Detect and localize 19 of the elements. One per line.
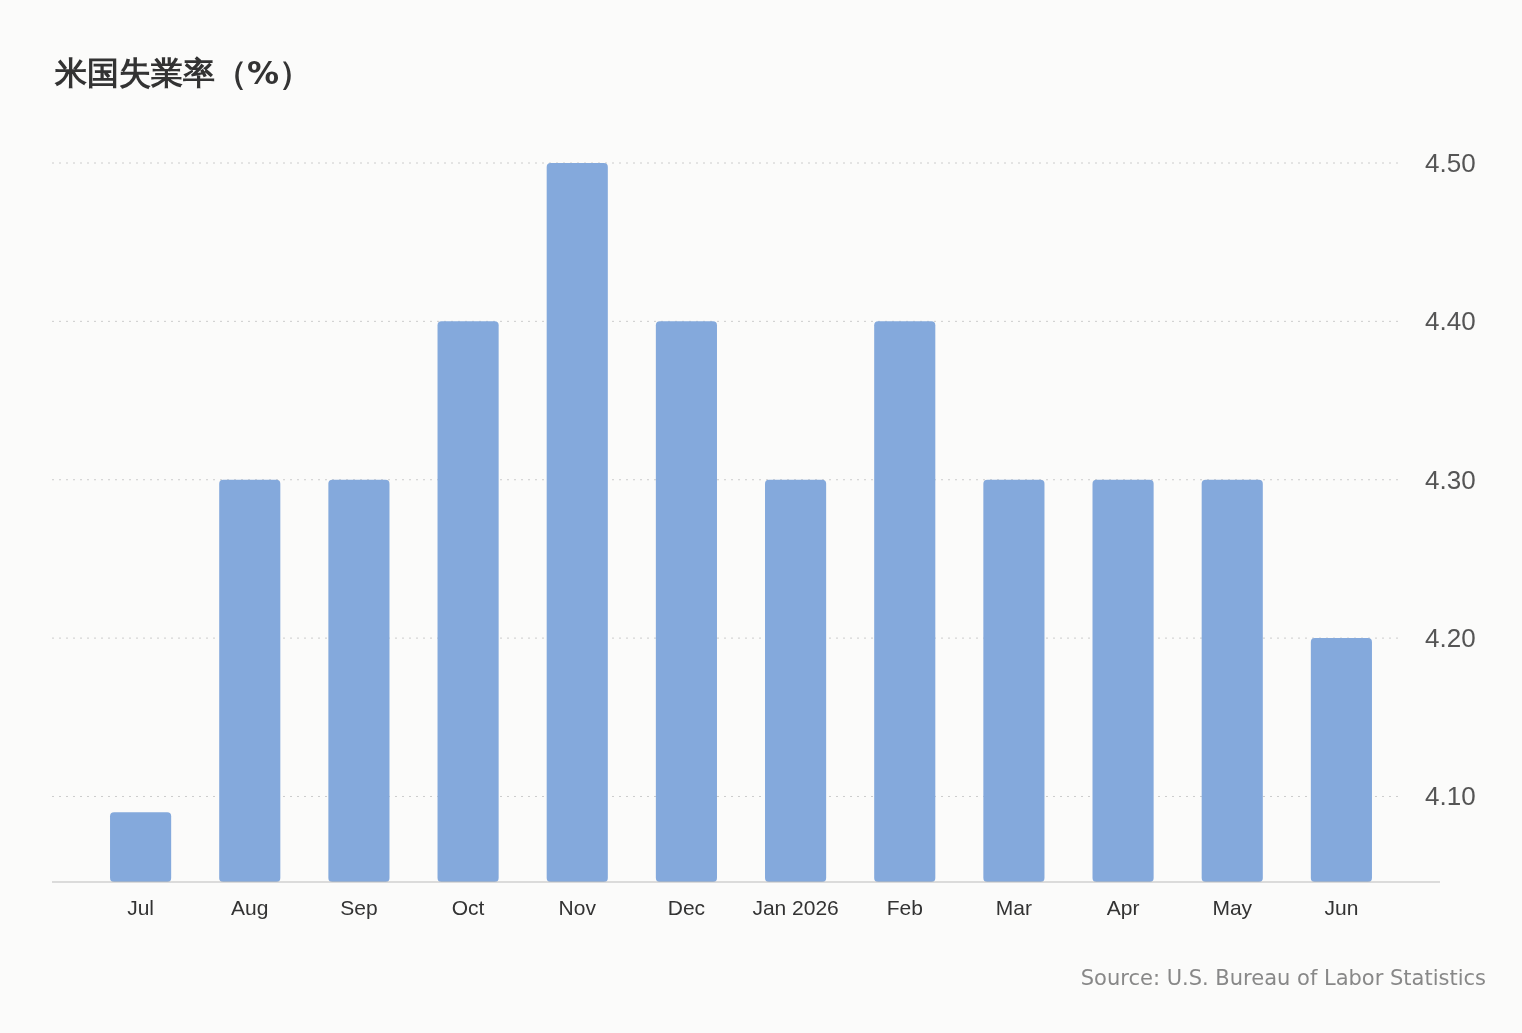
chart-title: 米国失業率（%） <box>54 54 312 92</box>
x-tick-label: Jun <box>1324 895 1359 919</box>
y-tick-label: 4.50 <box>1425 147 1476 178</box>
x-tick-label: Dec <box>667 895 706 919</box>
y-tick-label: 4.10 <box>1425 781 1476 812</box>
x-tick-label: May <box>1212 895 1253 919</box>
x-tick-label: Jul <box>127 895 155 919</box>
x-tick-label: Sep <box>340 895 378 919</box>
y-tick-label: 4.30 <box>1425 464 1476 495</box>
source-note: Source: U.S. Bureau of Labor Statistics <box>1080 966 1486 990</box>
x-tick-label: Mar <box>995 895 1032 919</box>
x-tick-label: Oct <box>451 895 485 919</box>
x-tick-label: Apr <box>1106 895 1140 919</box>
y-tick-label: 4.20 <box>1425 622 1476 653</box>
x-tick-label: Aug <box>231 895 269 919</box>
x-tick-label: Feb <box>886 895 923 919</box>
y-tick-label: 4.40 <box>1425 306 1476 337</box>
x-tick-label: Nov <box>558 895 597 919</box>
x-tick-label: Jan 2026 <box>752 895 839 919</box>
